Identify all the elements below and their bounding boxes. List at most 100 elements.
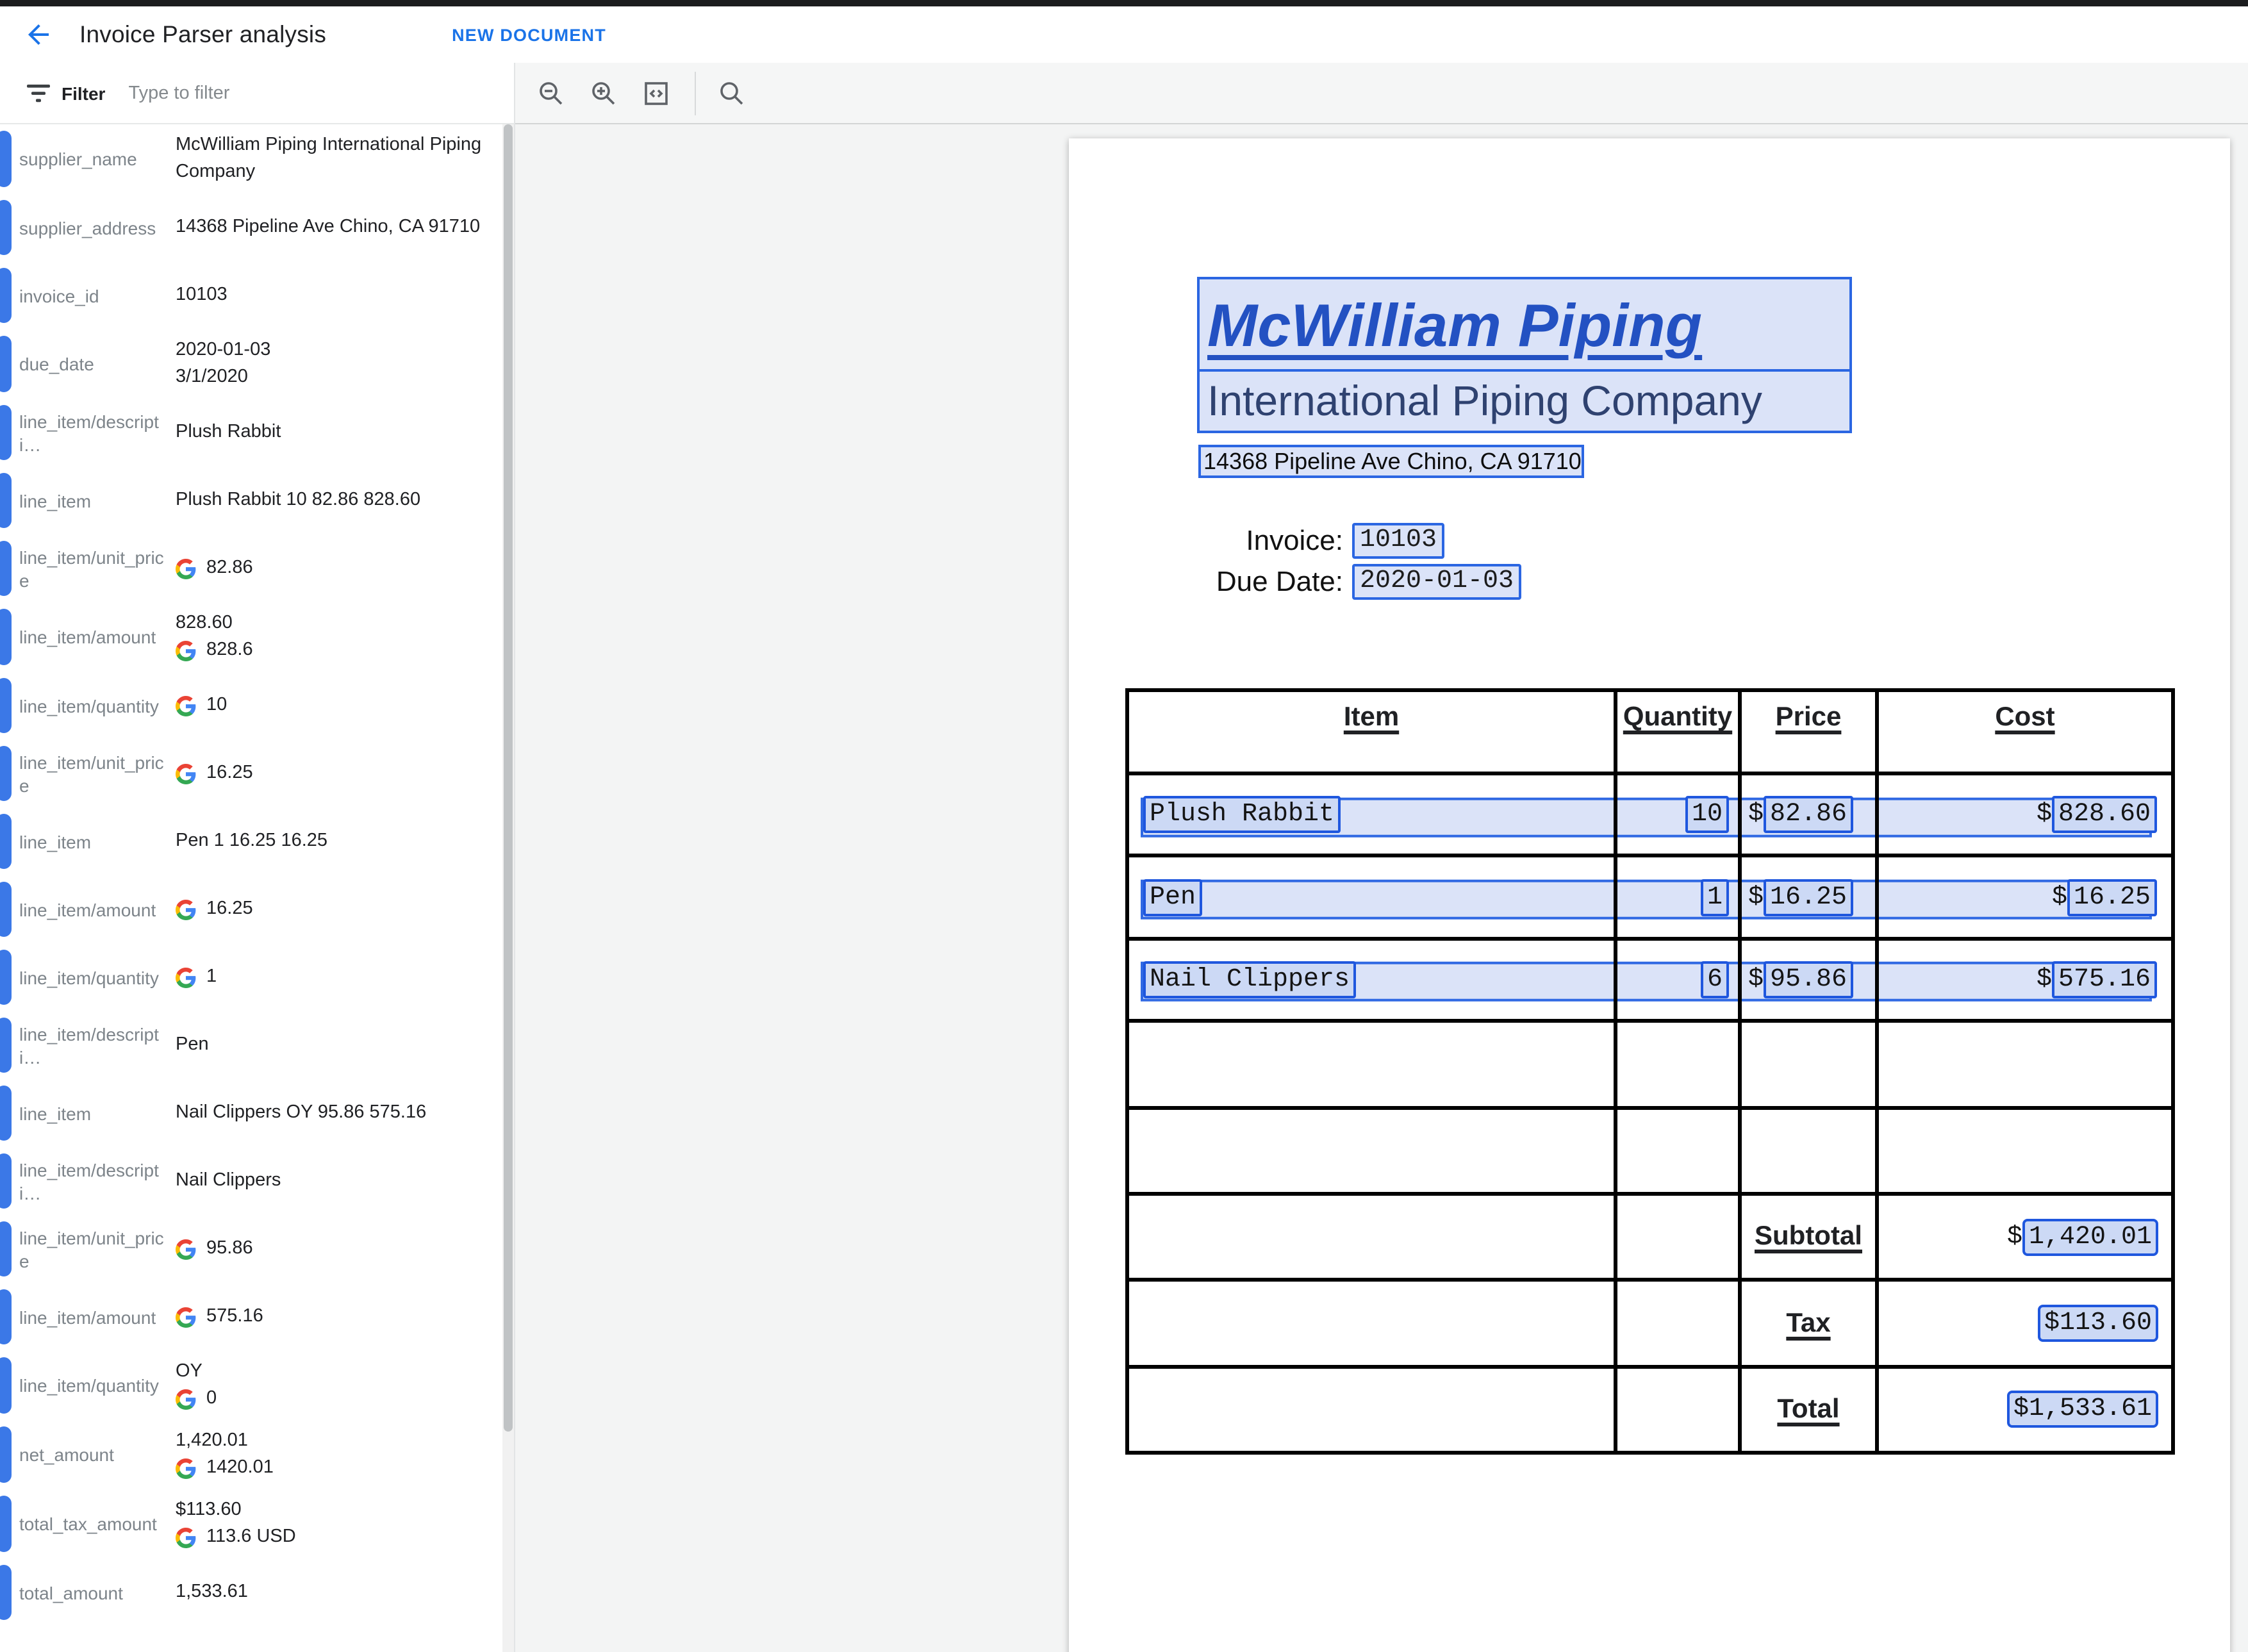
quantity-highlight[interactable]: 6 (1700, 961, 1729, 998)
back-arrow-icon[interactable] (23, 19, 54, 50)
filter-input[interactable] (128, 83, 411, 103)
sidebar-field-row[interactable]: line_item/descripti… Pen (0, 1011, 502, 1079)
summary-amount-highlight[interactable]: $113.60 (2037, 1305, 2158, 1342)
field-label: line_item/unit_price (19, 1227, 164, 1271)
sidebar-field-row[interactable]: due_date 2020-01-03 3/1/2020 (0, 329, 502, 399)
field-label: line_item/unit_price (19, 547, 164, 590)
new-document-button[interactable]: NEW DOCUMENT (452, 25, 606, 44)
item-description-highlight[interactable]: Pen (1143, 879, 1203, 916)
google-icon (176, 1458, 196, 1478)
viewer-toolbar (515, 63, 2248, 124)
field-value: 82.86 (176, 555, 483, 582)
field-accent-bar (0, 473, 12, 528)
code-view-icon[interactable] (641, 78, 672, 108)
field-value-line: 14368 Pipeline Ave Chino, CA 91710 (176, 217, 481, 237)
supplier-subtitle-highlight[interactable]: International Piping Company (1197, 369, 1852, 433)
field-label: total_amount (19, 1582, 123, 1603)
sidebar-field-row[interactable]: line_item/amount 16.25 (0, 875, 502, 943)
invoice-table: Item Quantity Price Cost Plush Rabbit 10… (1125, 688, 2175, 1455)
field-value-line: Pen 1 16.25 16.25 (176, 830, 328, 851)
field-accent-bar (0, 336, 12, 392)
invoice-line-item-row: Nail Clippers 6 $95.86 $575.16 (1129, 936, 2171, 1020)
line-item-highlight[interactable] (1141, 879, 2152, 920)
field-accent-bar (0, 131, 12, 187)
sidebar-field-row[interactable]: total_tax_amount $113.60 113.6 USD (0, 1489, 502, 1558)
amount-highlight[interactable]: 575.16 (2051, 961, 2157, 998)
sidebar-field-row[interactable]: total_amount 1,533.61 (0, 1558, 502, 1626)
summary-value-cell: $1,420.01 (1879, 1196, 2171, 1278)
field-value-line: Pen (176, 1034, 209, 1055)
sidebar-field-row[interactable]: line_item Plush Rabbit 10 82.86 828.60 (0, 467, 502, 534)
sidebar-scrollbar[interactable] (502, 124, 514, 1652)
google-icon (176, 1239, 196, 1259)
sidebar-field-row[interactable]: line_item/quantity 10 (0, 672, 502, 739)
summary-amount-highlight[interactable]: $1,533.61 (2006, 1391, 2158, 1428)
field-value: 10 (176, 692, 483, 719)
sidebar-field-row[interactable]: invoice_id 10103 (0, 261, 502, 329)
zoom-out-icon[interactable] (536, 78, 566, 108)
unit-price-highlight[interactable]: 95.86 (1764, 961, 1854, 998)
invoice-summary-row: Tax $113.60 (1129, 1278, 2171, 1365)
supplier-name-highlight[interactable]: McWilliam Piping (1197, 277, 1852, 372)
field-label: net_amount (19, 1444, 114, 1465)
google-icon (176, 967, 196, 987)
sidebar-field-row[interactable]: line_item Nail Clippers OY 95.86 575.16 (0, 1079, 502, 1147)
item-description-highlight[interactable]: Nail Clippers (1143, 961, 1357, 998)
field-value-line: Plush Rabbit 10 82.86 828.60 (176, 490, 421, 510)
unit-price-highlight[interactable]: 82.86 (1764, 796, 1854, 834)
invoice-id-highlight[interactable]: 10103 (1352, 523, 1445, 559)
sidebar-field-row[interactable]: supplier_address 14368 Pipeline Ave Chin… (0, 194, 502, 261)
field-value: $113.60 113.6 USD (176, 1497, 483, 1551)
field-value-line: 828.6 (176, 637, 483, 664)
sidebar-field-row[interactable]: line_item/descripti… Nail Clippers (0, 1147, 502, 1215)
field-accent-bar (0, 1289, 12, 1344)
supplier-address-highlight[interactable]: 14368 Pipeline Ave Chino, CA 91710 (1198, 445, 1584, 478)
quantity-highlight[interactable]: 10 (1685, 796, 1729, 834)
field-value-line: 16.25 (176, 760, 483, 787)
sidebar-field-row[interactable]: line_item/quantity OY 0 (0, 1351, 502, 1420)
field-value: 95.86 (176, 1235, 483, 1262)
due-date-highlight[interactable]: 2020-01-03 (1352, 564, 1522, 600)
field-accent-bar (0, 1221, 12, 1276)
sidebar-field-row[interactable]: line_item/unit_price 82.86 (0, 534, 502, 602)
field-accent-bar (0, 1153, 12, 1209)
quantity-highlight[interactable]: 1 (1700, 879, 1729, 916)
sidebar-field-row[interactable]: line_item/descripti… Plush Rabbit (0, 399, 502, 467)
filter-bar: Filter (0, 63, 514, 124)
filter-icon (27, 84, 50, 102)
field-accent-bar (0, 541, 12, 596)
field-accent-bar (0, 882, 12, 937)
sidebar-field-row[interactable]: line_item Pen 1 16.25 16.25 (0, 807, 502, 875)
field-value: 16.25 (176, 896, 483, 923)
sidebar-field-row[interactable]: line_item/unit_price 16.25 (0, 739, 502, 807)
page-title: Invoice Parser analysis (79, 21, 327, 47)
field-value-line: 1,420.01 (176, 1430, 248, 1451)
item-description-highlight[interactable]: Plush Rabbit (1143, 796, 1341, 834)
sidebar-scrollbar-thumb[interactable] (504, 124, 513, 1432)
field-value-line: 1 (176, 964, 483, 991)
amount-highlight[interactable]: 16.25 (2067, 879, 2157, 916)
sidebar-field-row[interactable]: line_item/unit_price 95.86 (0, 1215, 502, 1283)
unit-price-highlight[interactable]: 16.25 (1764, 879, 1854, 916)
sidebar-field-row[interactable]: supplier_name McWilliam Piping Internati… (0, 124, 502, 194)
field-label: line_item/descripti… (19, 411, 159, 454)
google-icon (176, 695, 196, 716)
sidebar-field-row[interactable]: line_item/amount 575.16 (0, 1283, 502, 1351)
sidebar-field-row[interactable]: line_item/quantity 1 (0, 943, 502, 1011)
sidebar-field-row[interactable]: net_amount 1,420.01 1420.01 (0, 1420, 502, 1489)
invoice-empty-row (1129, 1019, 2171, 1106)
field-value: 16.25 (176, 760, 483, 787)
google-icon (176, 1389, 196, 1409)
field-value-line: 3/1/2020 (176, 367, 248, 387)
zoom-in-icon[interactable] (588, 78, 619, 108)
amount-highlight[interactable]: 828.60 (2051, 796, 2157, 834)
field-accent-bar (0, 746, 12, 801)
supplier-logo-title: McWilliam Piping (1207, 291, 1703, 359)
sidebar-field-row[interactable]: line_item/amount 828.60 828.6 (0, 602, 502, 672)
summary-amount-highlight[interactable]: 1,420.01 (2022, 1218, 2158, 1256)
field-value: 1,420.01 1420.01 (176, 1428, 483, 1482)
google-icon (176, 558, 196, 579)
document-canvas[interactable]: McWilliam Piping International Piping Co… (515, 124, 2248, 1652)
field-label: line_item/amount (19, 1307, 156, 1327)
search-icon[interactable] (716, 78, 747, 108)
